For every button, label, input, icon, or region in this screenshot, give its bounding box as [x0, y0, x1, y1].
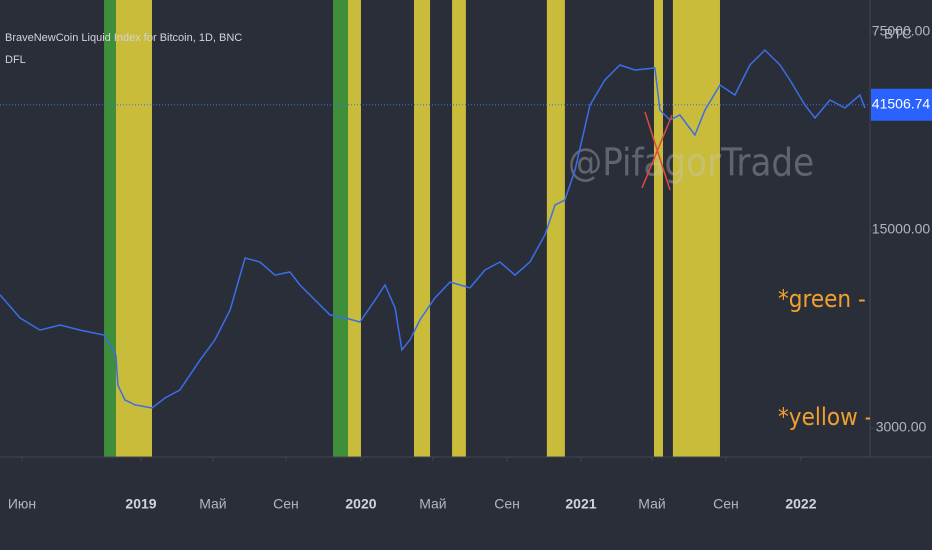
signal-band [672, 0, 720, 457]
indicator-name: DFL [5, 54, 26, 66]
last-price-label: 41506.74 [872, 95, 931, 111]
signal-band [546, 0, 565, 457]
signal-band [452, 0, 466, 457]
x-tick-label: Май [638, 496, 665, 512]
signal-band [333, 0, 348, 457]
plot-area: @PifagorTrade [0, 0, 870, 457]
chart-title: BraveNewCoin Liquid Index for Bitcoin, 1… [5, 32, 242, 44]
cross-mark [641, 114, 673, 189]
x-tick-label: Сен [494, 496, 520, 512]
signal-band [115, 0, 153, 457]
x-tick-label: Май [419, 496, 446, 512]
x-tick-label: Сен [273, 496, 299, 512]
annotation: *green - send [778, 285, 925, 313]
last-price-tag [871, 88, 932, 121]
x-tick-label: 2019 [125, 496, 156, 512]
watermark: @PifagorTrade [568, 141, 814, 185]
x-tick-label: Июн [8, 496, 36, 512]
signal-band [104, 0, 116, 457]
price-line [0, 48, 866, 409]
signal-band [413, 0, 431, 457]
annotation: *yellow - buy [778, 403, 920, 431]
signal-band [348, 0, 361, 457]
x-tick-label: 2020 [345, 496, 376, 512]
signal-band [653, 0, 664, 457]
y-tick-label: 3000.00 [876, 419, 927, 435]
y-tick-label: 15000.00 [872, 221, 931, 237]
x-tick-label: Сен [713, 496, 739, 512]
unit-label: BTC [884, 26, 912, 42]
x-tick-label: 2021 [565, 496, 596, 512]
x-tick-label: Май [199, 496, 226, 512]
y-tick-label: 75000.00 [872, 23, 931, 39]
x-tick-label: 2022 [785, 496, 816, 512]
